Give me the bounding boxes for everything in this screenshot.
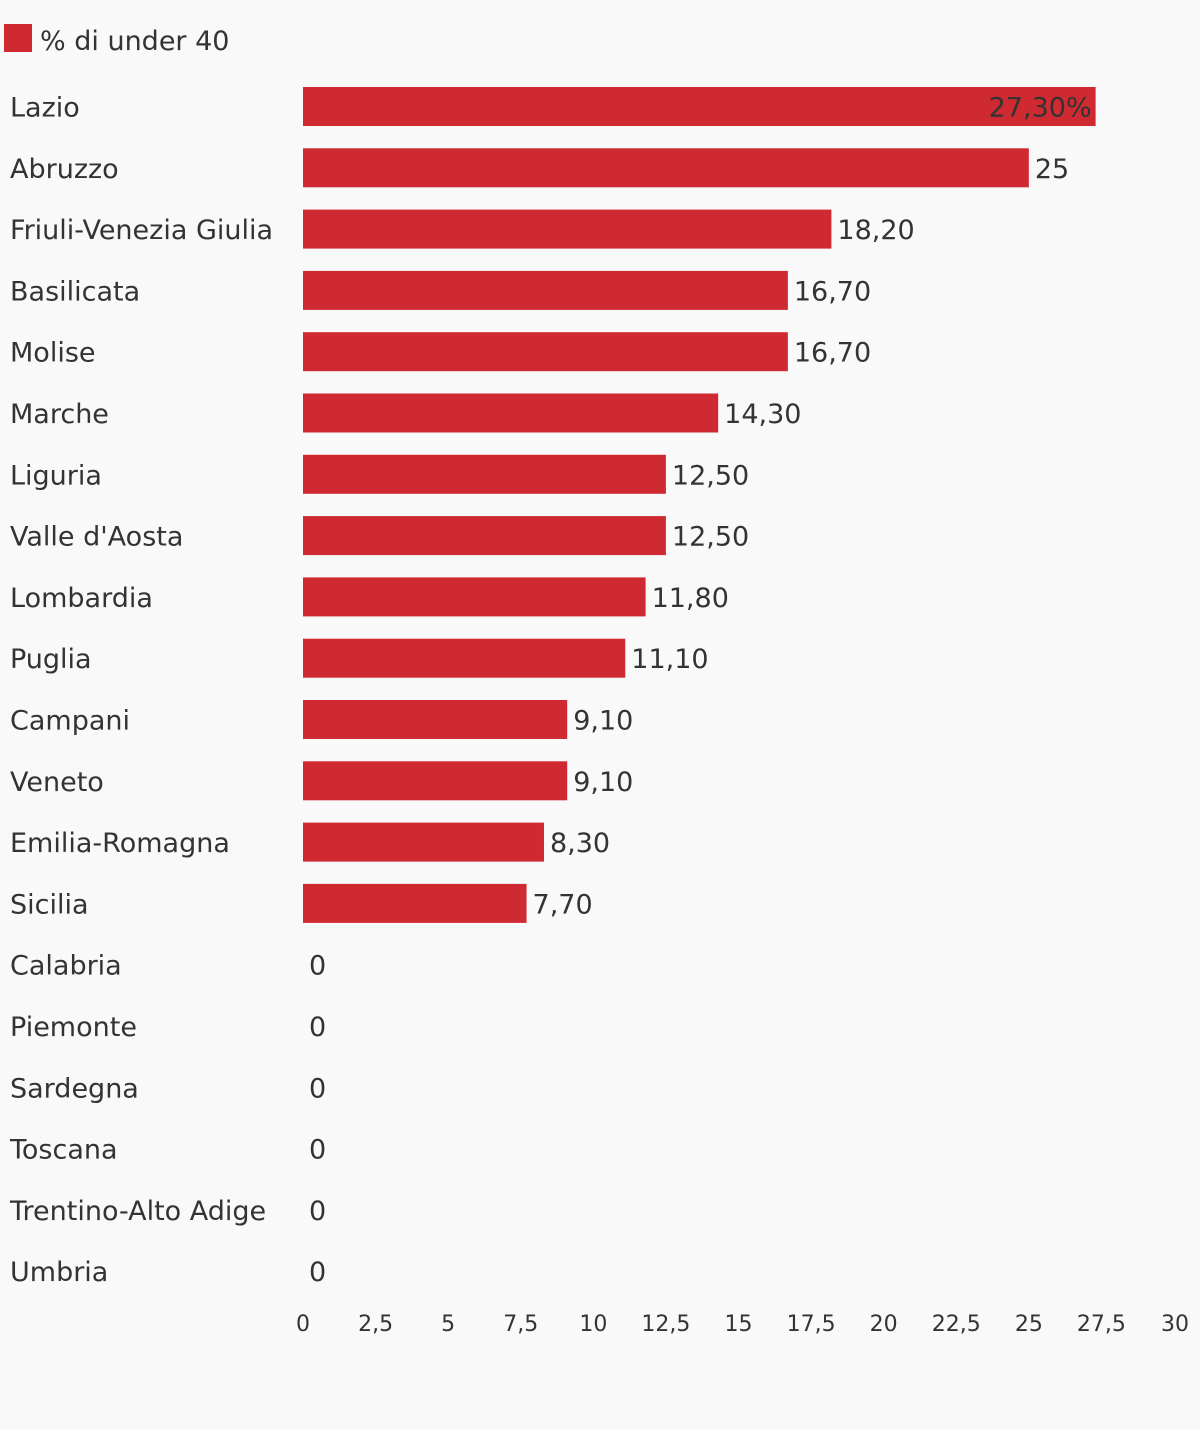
x-tick-label: 12,5 [641,1312,690,1337]
value-label: 0 [309,1012,326,1043]
legend: % di under 40 [4,24,229,57]
legend-swatch [4,24,32,52]
bar [303,638,626,678]
bar [303,700,568,739]
bar [303,516,666,556]
x-tick-label: 17,5 [787,1312,836,1337]
value-label: 0 [309,1073,326,1104]
category-label: Emilia-Romagna [10,828,230,859]
category-label: Campani [10,706,130,737]
category-label: Umbria [10,1257,108,1288]
bar [303,148,1029,188]
category-label: Veneto [10,767,104,798]
category-label: Piemonte [10,1012,137,1043]
value-label: 11,80 [652,583,729,614]
value-label: 27,30% [989,93,1092,124]
x-tick-label: 5 [441,1312,455,1337]
category-label: Marche [10,399,109,430]
bar [303,454,666,494]
value-label: 18,20 [837,215,914,246]
x-tick-label: 7,5 [503,1312,538,1337]
bar [303,393,719,433]
category-label: Liguria [10,460,102,491]
bar [303,883,527,923]
bar [303,761,568,801]
x-tick-label: 30 [1161,1312,1189,1337]
x-axis: 0 2,5 5 7,5 10 12,5 15 17,5 20 22,5 25 27,5 30 [296,1312,1189,1337]
value-label: 16,70 [794,338,871,369]
category-label: Sardegna [10,1073,139,1104]
value-label: 9,10 [573,706,633,737]
value-label: 0 [309,1257,326,1288]
x-tick-label: 10 [579,1312,607,1337]
x-tick-label: 22,5 [932,1312,981,1337]
value-label: 11,10 [631,644,708,675]
category-label: Calabria [10,951,122,982]
category-label: Friuli-Venezia Giulia [10,215,273,246]
category-label: Sicilia [10,889,89,920]
bar [303,332,788,372]
category-label: Basilicata [10,276,140,307]
x-tick-label: 2,5 [358,1312,393,1337]
bar [303,87,1096,126]
value-label: 12,50 [672,460,749,491]
bar [303,577,646,617]
bar [303,209,832,249]
value-label: 16,70 [794,276,871,307]
category-label: Toscana [9,1135,118,1166]
x-tick-label: 27,5 [1077,1312,1126,1337]
x-tick-label: 15 [725,1312,753,1337]
bars-group: Lazio 27,30% Abruzzo 25 Friuli-Venezia Giuli… [9,87,1096,1288]
x-tick-label: 20 [870,1312,898,1337]
x-tick-label: 0 [296,1312,310,1337]
category-label: Lombardia [10,583,153,614]
bar [303,270,788,310]
value-label: 0 [309,1196,326,1227]
category-label: Valle d'Aosta [10,522,183,553]
value-label: 9,10 [573,767,633,798]
bar [303,822,544,862]
value-label: 12,50 [672,522,749,553]
value-label: 8,30 [550,828,610,859]
value-label: 14,30 [724,399,801,430]
value-label: 25 [1035,154,1069,185]
value-label: 0 [309,1135,326,1166]
category-label: Molise [10,338,96,369]
category-label: Lazio [10,93,80,124]
legend-label: % di under 40 [40,26,229,57]
category-label: Trentino-Alto Adige [9,1196,266,1227]
value-label: 0 [309,951,326,982]
category-label: Abruzzo [10,154,119,185]
category-label: Puglia [10,644,92,675]
value-label: 7,70 [533,889,593,920]
x-tick-label: 25 [1015,1312,1043,1337]
